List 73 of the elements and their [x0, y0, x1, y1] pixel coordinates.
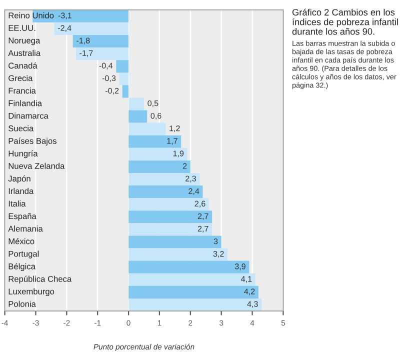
- bar: [128, 148, 188, 160]
- bar: [128, 248, 228, 261]
- bar: [119, 72, 129, 86]
- y-tick-label: México: [8, 238, 34, 244]
- y-tick-label: Dinamarca: [8, 112, 48, 119]
- y-tick-label: Alemania: [8, 226, 43, 232]
- y-tick-label: Suecia: [8, 125, 34, 132]
- data-label: 1,7: [167, 138, 178, 145]
- bar: [128, 286, 258, 298]
- bar: [128, 186, 203, 198]
- y-tick-label: EE.UU.: [8, 25, 36, 31]
- bar: [128, 210, 212, 224]
- y-tick-label: España: [8, 213, 36, 221]
- bar: [72, 34, 129, 48]
- bar: [76, 48, 129, 60]
- bar: [128, 110, 148, 123]
- bar: [128, 223, 212, 236]
- data-label: -0,4: [99, 62, 113, 70]
- data-label: 4,1: [241, 276, 252, 283]
- y-tick-label: Portugal: [8, 250, 39, 258]
- y-tick-label: Japón: [8, 175, 30, 184]
- data-label: 4,2: [244, 288, 255, 296]
- y-tick-label: Luxemburgo: [8, 288, 54, 296]
- data-label: 3,2: [213, 250, 224, 258]
- data-label: 2,6: [194, 200, 206, 208]
- y-tick-label: Grecia: [8, 75, 33, 82]
- bar: [54, 22, 129, 35]
- data-label: 3,9: [234, 264, 246, 270]
- data-label: -2,4: [58, 25, 72, 32]
- bar: [122, 85, 129, 98]
- y-tick-label: Noruega: [8, 38, 40, 46]
- bar: [128, 172, 200, 186]
- data-label: -0,2: [105, 88, 119, 95]
- bar: [128, 198, 209, 211]
- data-label: -3,1: [58, 12, 72, 20]
- y-tick-label: República Checa: [8, 276, 72, 284]
- data-label: 2: [182, 163, 187, 169]
- y-tick-label: Países Bajos: [8, 138, 56, 146]
- bar: [128, 135, 182, 148]
- data-label: -1,7: [80, 50, 93, 57]
- bar: [128, 236, 222, 248]
- y-tick-label: Finlandia: [8, 100, 42, 106]
- y-tick-label: Polonia: [8, 300, 36, 307]
- y-tick-label: Reino Unido: [8, 12, 54, 18]
- y-tick-label: Bélgica: [8, 263, 36, 272]
- bar: [128, 273, 256, 286]
- y-tick-label: Italia: [8, 200, 26, 207]
- data-label: 4,3: [247, 301, 258, 308]
- text: Gráfico 2 Cambios en los índices de pobreza infantil durante los años 90.: [292, 8, 398, 35]
- data-label: 0,5: [148, 100, 158, 108]
- y-tick-label: Canadá: [8, 62, 38, 69]
- data-label: -0,3: [102, 75, 116, 82]
- y-tick-label: Irlanda: [8, 188, 34, 194]
- bar: [128, 98, 144, 110]
- y-tick-label: Hungría: [8, 150, 38, 158]
- y-tick-label: Francia: [8, 88, 36, 94]
- bar: [128, 298, 262, 311]
- bar: [128, 160, 190, 173]
- bar: [116, 60, 129, 73]
- bar: [32, 10, 129, 22]
- data-label: 1,9: [173, 150, 184, 158]
- data-label: 0,6: [150, 112, 162, 120]
- data-label: 1,2: [170, 126, 180, 132]
- data-label: -1,8: [76, 38, 90, 44]
- data-label: 2,7: [198, 213, 208, 220]
- data-label: 2,7: [198, 226, 208, 233]
- y-tick-label: Australia: [8, 50, 41, 56]
- bar: [128, 260, 250, 274]
- data-label: 2,4: [188, 188, 200, 195]
- data-label: 2,3: [186, 176, 196, 182]
- y-tick-label: Nueva Zelanda: [8, 162, 65, 169]
- data-label: 3: [214, 238, 218, 244]
- bar: [128, 122, 166, 136]
